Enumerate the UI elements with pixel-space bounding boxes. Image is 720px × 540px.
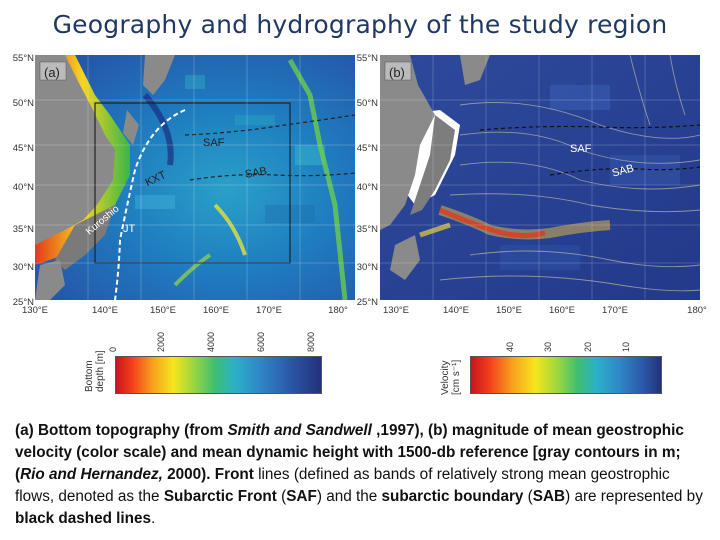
- lon-tick: 130°E: [22, 305, 48, 316]
- saf-label-b: SAF: [570, 143, 592, 155]
- lon-tick: 160°E: [203, 305, 229, 316]
- lat-tick: 25°N: [12, 297, 34, 308]
- velocity-tick: 20: [583, 341, 593, 352]
- velocity-colorbar-label-2: [cm s⁻¹]: [451, 359, 462, 395]
- caption-term: SAB: [532, 488, 566, 505]
- bathymetry-map-a: (a) SAF SAB KXT Kuroshio JT: [35, 55, 355, 300]
- lat-tick: 45°N: [12, 143, 34, 154]
- caption-term: Subarctic Front: [163, 488, 277, 505]
- depth-tick: 0: [108, 346, 118, 352]
- slide-title: Geography and hydrography of the study r…: [52, 10, 668, 39]
- lon-tick: 170°E: [256, 305, 282, 316]
- lon-tick: 180°: [328, 305, 348, 316]
- lon-tick: 160°E: [549, 305, 575, 316]
- lat-tick: 35°N: [356, 224, 378, 235]
- velocity-map-b: (b) SAF SAB: [380, 55, 700, 300]
- lon-tick: 140°E: [443, 305, 469, 316]
- caption-part: lines (defined as bands of relatively st…: [15, 466, 670, 505]
- lat-tick: 40°N: [356, 182, 378, 193]
- lat-tick: 25°N: [356, 297, 378, 308]
- depth-colorbar-gradient: [115, 356, 322, 394]
- caption-term: SAF: [286, 488, 317, 505]
- lat-tick: 30°N: [12, 262, 34, 273]
- depth-colorbar-label-1: Bottom: [84, 360, 95, 392]
- depth-tick: 8000: [306, 331, 316, 352]
- depth-tick: 4000: [206, 331, 216, 352]
- lon-tick: 150°E: [496, 305, 522, 316]
- caption-citation: Smith and Sandwell: [227, 422, 372, 439]
- lat-tick: 55°N: [356, 53, 378, 64]
- panel-a-tag: (a): [44, 65, 60, 80]
- depth-tick: 2000: [156, 331, 166, 352]
- figure-caption: (a) Bottom topography (from Smith and Sa…: [15, 420, 710, 530]
- depth-colorbar-label-2: depth [m]: [95, 350, 106, 392]
- saf-label-a: SAF: [203, 137, 225, 149]
- lat-tick: 55°N: [12, 53, 34, 64]
- lat-tick: 45°N: [356, 143, 378, 154]
- caption-part: (: [523, 488, 533, 505]
- velocity-colorbar-gradient: [470, 356, 662, 394]
- lat-tick: 35°N: [12, 224, 34, 235]
- caption-part: (: [276, 488, 287, 505]
- lon-tick: 150°E: [150, 305, 176, 316]
- lat-tick: 50°N: [12, 98, 34, 109]
- lon-tick: 180°: [687, 305, 707, 316]
- caption-part: (a) Bottom topography (from: [15, 422, 228, 439]
- caption-part: ,1997), (b) magnitude of mean geostrophi…: [15, 422, 684, 483]
- velocity-colorbar-label-1: Velocity: [440, 360, 451, 395]
- lon-tick: 140°E: [92, 305, 118, 316]
- velocity-tick: 40: [505, 341, 515, 352]
- lat-tick: 40°N: [12, 182, 34, 193]
- caption-part: ) and the: [316, 488, 382, 505]
- velocity-tick: 30: [543, 341, 553, 352]
- caption-part: ) are represented by: [565, 488, 703, 505]
- panel-b-tag: (b): [389, 65, 405, 80]
- velocity-tick: 10: [621, 341, 631, 352]
- jt-label: JT: [123, 223, 136, 235]
- caption-part: .: [151, 510, 156, 527]
- caption-citation: Rio and Hernandez,: [20, 466, 163, 483]
- depth-tick: 6000: [256, 331, 266, 352]
- lon-tick: 130°E: [383, 305, 409, 316]
- lat-tick: 30°N: [356, 262, 378, 273]
- caption-part: 2000). Front: [162, 466, 259, 483]
- lon-tick: 170°E: [602, 305, 628, 316]
- caption-term: subarctic boundary: [381, 488, 524, 505]
- caption-term: black dashed lines: [15, 510, 152, 527]
- lat-tick: 50°N: [356, 98, 378, 109]
